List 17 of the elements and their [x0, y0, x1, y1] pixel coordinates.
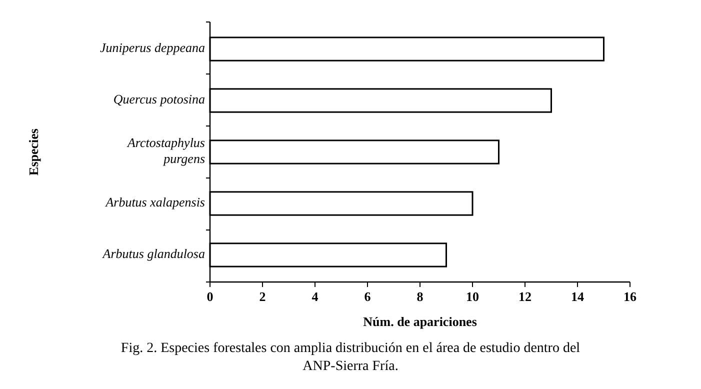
x-tick-label: 0	[206, 289, 214, 304]
x-axis-title: Núm. de apariciones	[363, 314, 477, 329]
x-tick-label: 2	[259, 289, 266, 304]
y-tick-label: Arctostaphylus purgens	[126, 134, 205, 166]
x-tick-label: 12	[518, 289, 532, 304]
y-tick-label: Arbutus xalapensis	[104, 194, 205, 210]
x-tick-label: 6	[364, 289, 372, 304]
x-tick-label: 10	[466, 289, 479, 304]
x-tick-label: 4	[312, 289, 319, 304]
y-tick-label: Juniperus deppeana	[100, 40, 206, 56]
x-tick-label: 16	[624, 289, 637, 304]
y-axis-title: Especies	[26, 128, 41, 176]
x-tick-label: 14	[571, 289, 584, 304]
caption: Fig. 2. Especies forestales con amplia distribución en el área de estudio dentro del ANP-Sierra Fría.	[120, 341, 580, 374]
y-tick-label: Arbutus glandulosa	[102, 246, 206, 261]
x-tick-label: 8	[416, 289, 424, 304]
y-tick-label: Quercus potosina	[113, 92, 206, 106]
